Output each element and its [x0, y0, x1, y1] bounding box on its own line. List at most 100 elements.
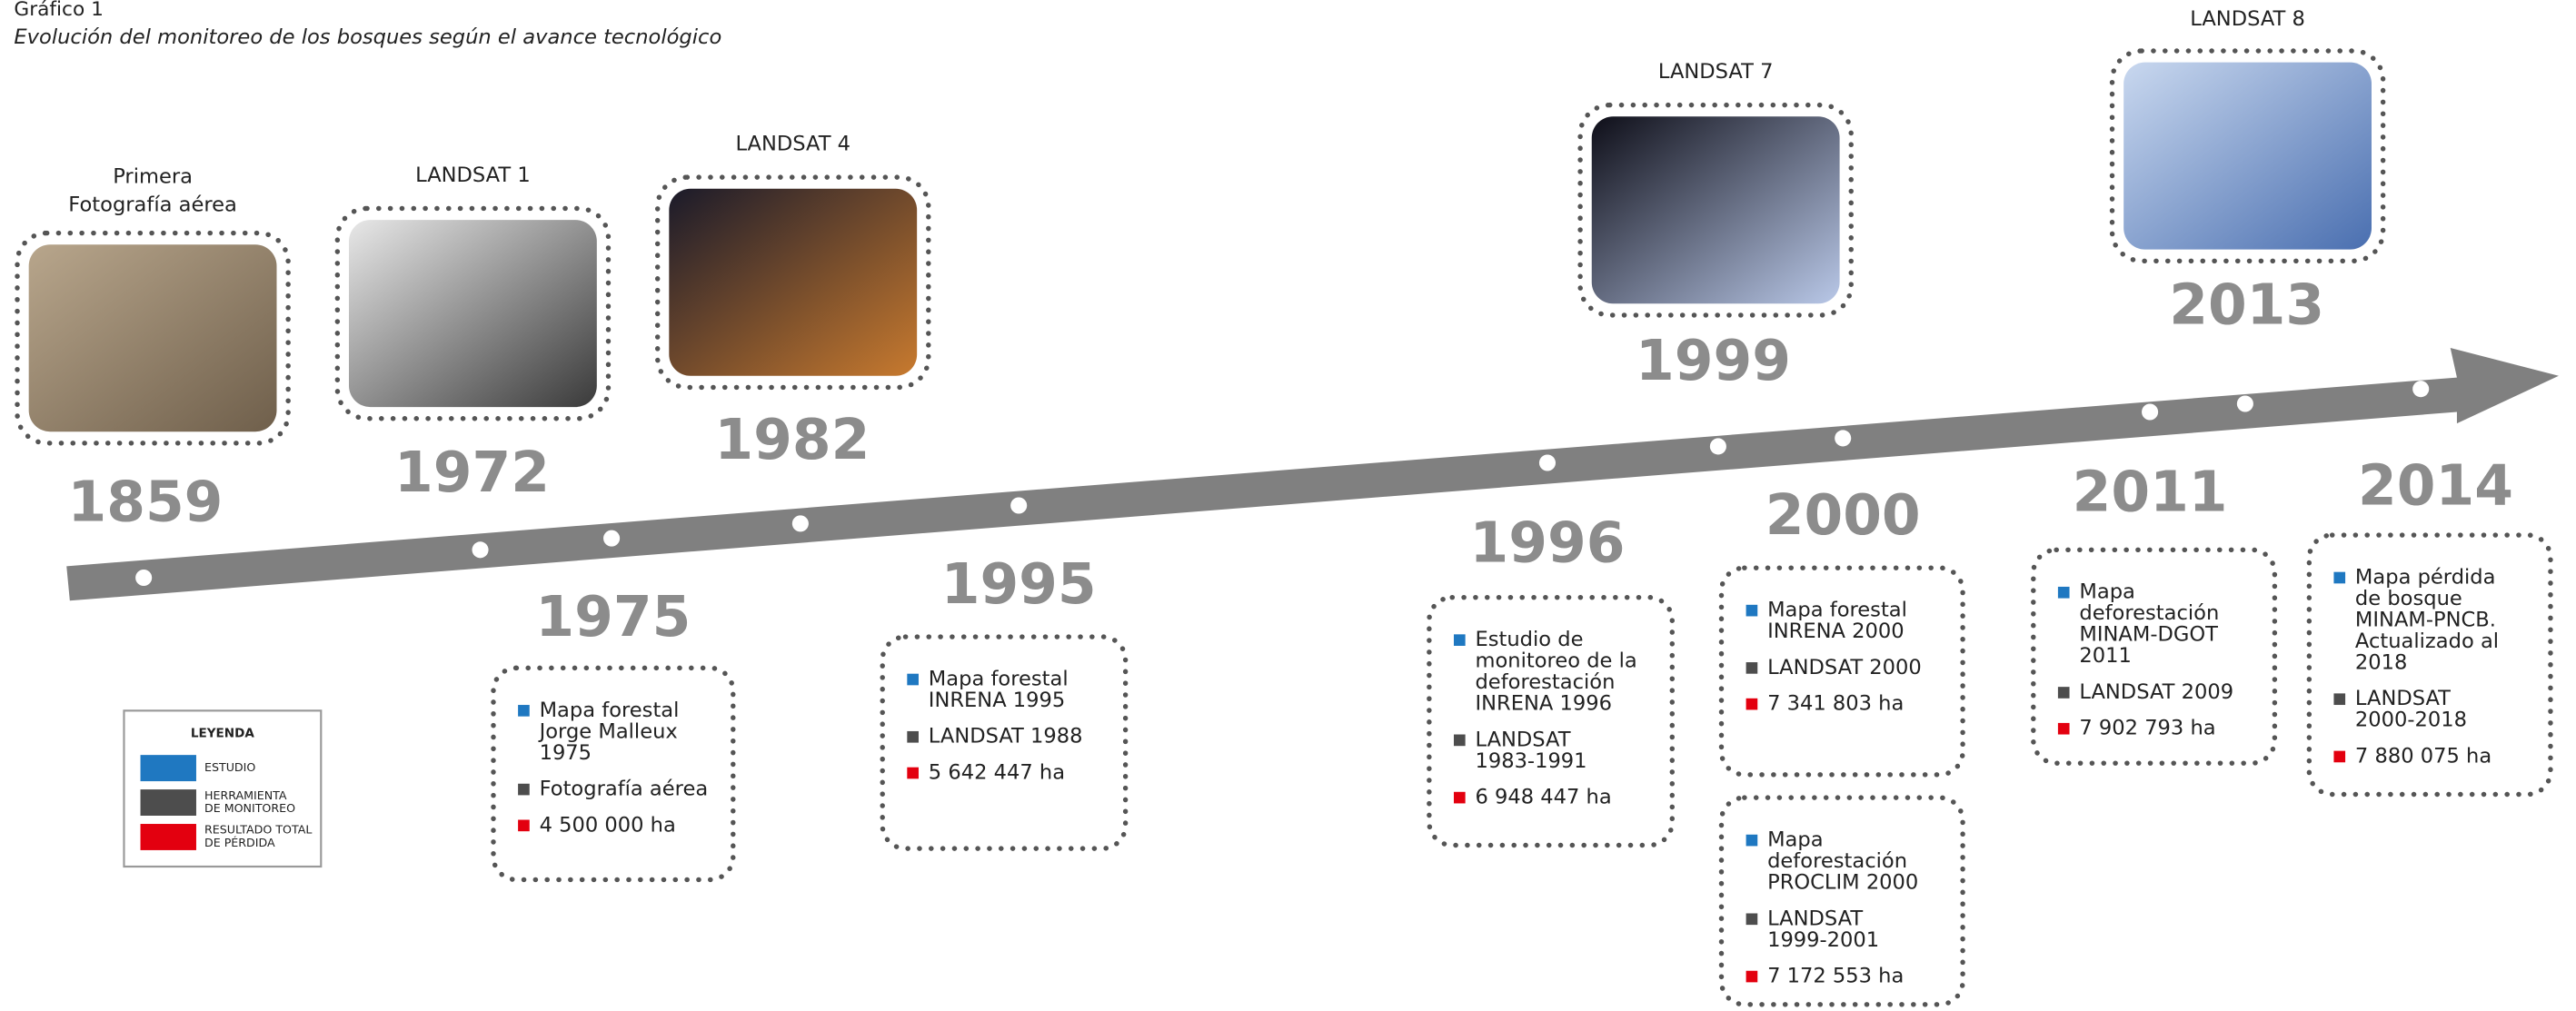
event-label: LANDSAT 7 — [1658, 60, 1774, 84]
result-bullet — [2333, 751, 2345, 763]
tool-text: Fotografía aérea — [540, 778, 709, 801]
study-text: Mapa forestal — [540, 699, 680, 722]
tool-bullet — [1454, 735, 1466, 747]
study-text: deforestación — [1767, 849, 1907, 873]
result-text: 6 948 447 ha — [1475, 786, 1611, 809]
tool-bullet — [518, 784, 530, 796]
result-bullet — [1746, 699, 1758, 710]
tool-bullet — [1746, 913, 1758, 925]
result-text: 7 341 803 ha — [1767, 692, 1904, 716]
timeline-infographic: Gráfico 1 Evolución del monitoreo de los… — [0, 0, 2576, 1011]
legend-title: LEYENDA — [191, 727, 255, 741]
result-bullet — [1746, 971, 1758, 983]
timeline-dot — [792, 515, 809, 531]
study-text: Mapa forestal — [1767, 599, 1907, 622]
study-text: 1975 — [540, 741, 592, 765]
event-year: 1982 — [714, 408, 870, 472]
event-label: Primera — [113, 165, 193, 189]
study-text: INRENA 1995 — [929, 689, 1065, 712]
study-text: Mapa — [1767, 828, 1823, 852]
event-year: 2000 — [1765, 483, 1921, 548]
satellite-photo — [669, 189, 917, 376]
result-bullet — [907, 768, 919, 779]
tool-text: 1983-1991 — [1475, 749, 1586, 773]
tool-text: LANDSAT — [1767, 907, 1863, 930]
study-text: deforestación — [1475, 670, 1615, 694]
timeline-dot — [1710, 438, 1726, 454]
result-text: 7 172 553 ha — [1767, 965, 1904, 988]
tool-text: LANDSAT 2009 — [2079, 680, 2233, 704]
event-year: 1995 — [941, 552, 1097, 617]
result-text: 4 500 000 ha — [540, 813, 676, 837]
satellite-photo — [29, 244, 277, 431]
legend-label: DE MONITOREO — [204, 801, 295, 815]
study-bullet — [1454, 634, 1466, 646]
result-bullet — [2058, 723, 2070, 735]
study-text: MINAM-PNCB. — [2355, 608, 2496, 631]
study-text: INRENA 1996 — [1475, 692, 1611, 716]
study-text: Estudio de — [1475, 628, 1583, 651]
tool-bullet — [2058, 687, 2070, 699]
tool-text: LANDSAT — [2355, 687, 2451, 710]
study-text: INRENA 2000 — [1767, 619, 1904, 643]
study-text: MINAM-DGOT — [2079, 623, 2218, 647]
tool-bullet — [907, 731, 919, 743]
legend-label: ESTUDIO — [204, 760, 255, 774]
tool-text: LANDSAT 1988 — [929, 725, 1083, 748]
legend-swatch — [141, 755, 196, 781]
event-year: 1859 — [67, 471, 223, 535]
satellite-photo — [1592, 116, 1840, 303]
event-year: 2011 — [2073, 461, 2228, 525]
study-bullet — [2058, 587, 2070, 599]
timeline-dot — [2142, 403, 2158, 420]
timeline-dot — [1835, 430, 1851, 446]
study-bullet — [1746, 605, 1758, 617]
result-text: 7 902 793 ha — [2079, 717, 2215, 740]
result-text: 7 880 075 ha — [2355, 744, 2491, 768]
study-bullet — [2333, 572, 2345, 584]
study-bullet — [907, 674, 919, 686]
timeline-dot — [603, 530, 620, 547]
legend-swatch — [141, 789, 196, 816]
event-label: LANDSAT 1 — [415, 164, 531, 187]
timeline-dot — [1010, 497, 1027, 513]
legend-swatch — [141, 824, 196, 850]
tool-bullet — [1746, 662, 1758, 674]
timeline-dot — [2237, 395, 2253, 411]
tool-text: LANDSAT 2000 — [1767, 656, 1922, 679]
study-text: deforestación — [2079, 601, 2219, 625]
event-label: Fotografía aérea — [68, 193, 237, 216]
tool-text: 2000-2018 — [2355, 709, 2467, 732]
legend-label: HERRAMIENTA — [204, 788, 287, 802]
study-text: 2018 — [2355, 650, 2407, 674]
satellite-photo — [349, 220, 597, 407]
result-text: 5 642 447 ha — [929, 761, 1065, 785]
study-bullet — [518, 705, 530, 717]
figure-label: Gráfico 1 — [14, 0, 104, 21]
event-year: 1975 — [535, 585, 691, 649]
result-bullet — [1454, 792, 1466, 804]
event-year: 2013 — [2169, 273, 2324, 338]
timeline-dot — [1539, 454, 1556, 471]
study-text: 2011 — [2079, 644, 2131, 668]
legend-label: DE PÉRDIDA — [204, 836, 275, 849]
timeline-dot — [135, 570, 152, 586]
legend-label: RESULTADO TOTAL — [204, 823, 312, 837]
timeline-dot — [472, 541, 489, 558]
study-text: de bosque — [2355, 587, 2462, 610]
study-text: Mapa — [2079, 580, 2134, 604]
study-text: Mapa pérdida — [2355, 566, 2496, 590]
event-year: 2014 — [2358, 454, 2513, 519]
study-bullet — [1746, 835, 1758, 847]
study-text: Jorge Malleux — [538, 719, 678, 743]
event-year: 1999 — [1636, 329, 1791, 393]
event-year: 1996 — [1470, 511, 1626, 576]
figure-title: Evolución del monitoreo de los bosques s… — [14, 25, 721, 49]
tool-bullet — [2333, 693, 2345, 705]
result-bullet — [518, 820, 530, 832]
study-text: Mapa forestal — [929, 668, 1069, 691]
tool-text: LANDSAT — [1475, 728, 1570, 751]
study-text: Actualizado al — [2355, 629, 2499, 653]
event-label: LANDSAT 8 — [2190, 7, 2305, 31]
study-text: PROCLIM 2000 — [1767, 871, 1918, 895]
